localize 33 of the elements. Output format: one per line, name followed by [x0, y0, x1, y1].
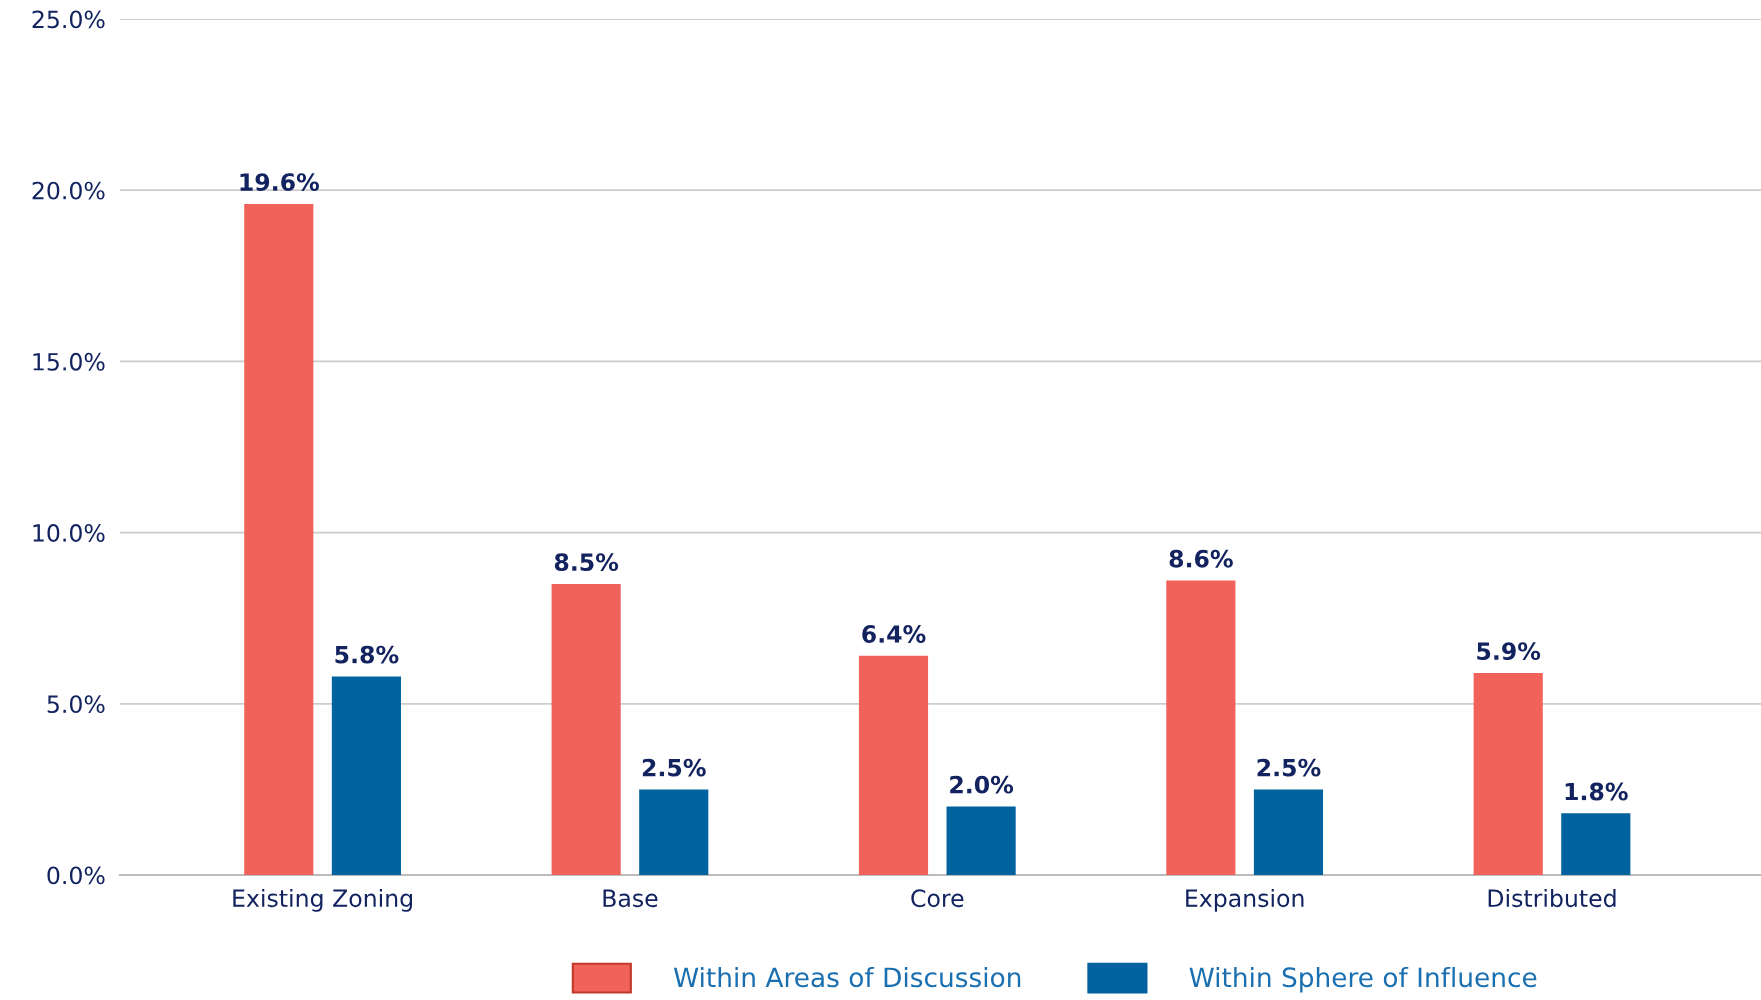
data-label: 8.5% [554, 553, 619, 572]
y-tick-label: 0.0% [47, 866, 105, 885]
bar [1473, 672, 1543, 875]
bar [331, 676, 401, 875]
y-tick-label: 5.0% [47, 695, 105, 714]
data-label: 8.6% [1169, 549, 1233, 568]
bar [244, 203, 314, 875]
data-label: 19.6% [240, 173, 320, 191]
y-tick-label: 25.0% [32, 10, 105, 29]
x-tick-label: Core [911, 889, 964, 908]
data-label: 5.8% [335, 645, 399, 664]
data-label: 1.8% [1565, 782, 1628, 801]
data-label: 2.5% [1257, 758, 1321, 777]
data-label: 2.5% [642, 758, 706, 777]
x-tick-label: Existing Zoning [233, 888, 413, 912]
bar [1166, 580, 1236, 875]
data-label: 5.9% [1477, 642, 1541, 661]
bar [1561, 813, 1631, 875]
data-label: 6.4% [862, 625, 926, 643]
legend-label: Within Sphere of Influence [1189, 966, 1537, 993]
bar [551, 583, 621, 875]
y-tick-label: 15.0% [33, 352, 105, 371]
x-tick-label: Distributed [1488, 888, 1616, 908]
x-tick-label: Expansion [1186, 888, 1304, 912]
bar [858, 655, 929, 875]
bar [946, 806, 1016, 875]
y-tick-label: 20.0% [32, 181, 105, 200]
x-tick-label: Base [603, 889, 658, 908]
data-label: 2.0% [950, 775, 1014, 794]
bar [639, 789, 709, 875]
bar [1253, 789, 1324, 875]
legend-label: Within Areas of Discussion [673, 966, 1021, 988]
y-tick-label: 10.0% [33, 524, 105, 542]
